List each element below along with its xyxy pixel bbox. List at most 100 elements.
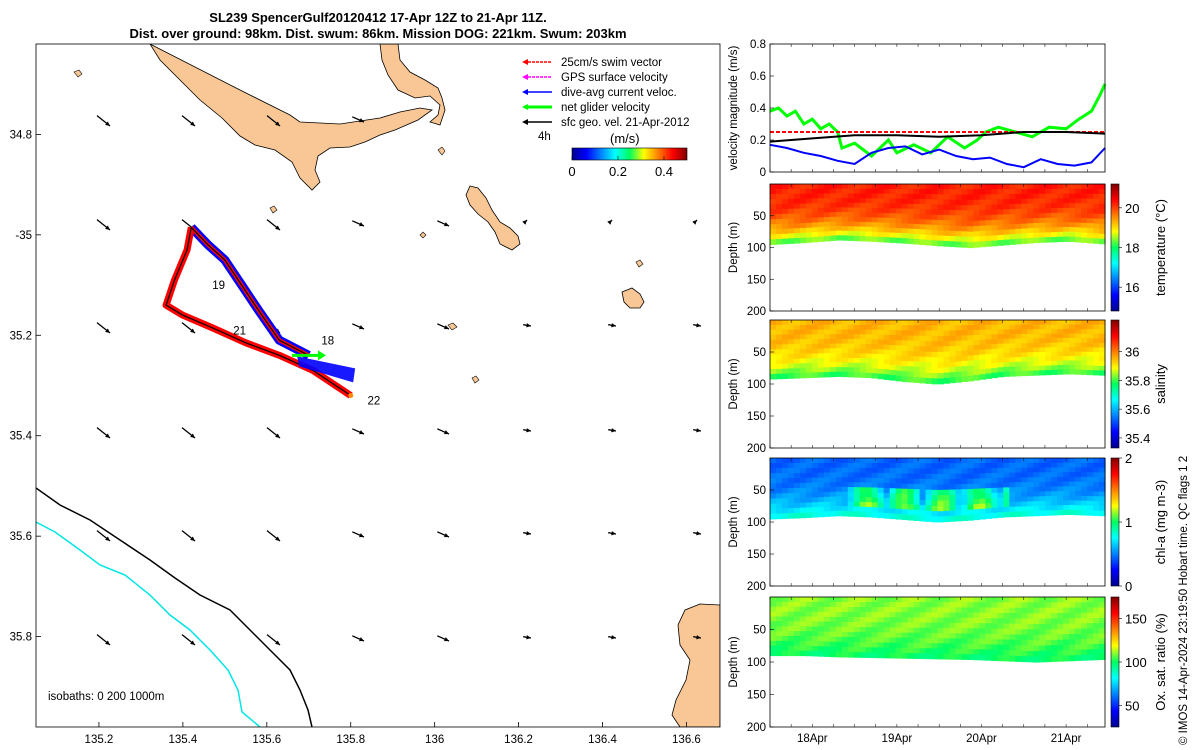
section-cell [967,330,974,336]
section-cell [1027,218,1034,224]
section-cell [1033,356,1040,362]
section-cell [1069,634,1076,640]
section-cell [1033,618,1040,625]
section-cell [991,472,998,479]
section-cell [1069,364,1076,370]
section-cell [913,478,921,485]
section-cell [1039,188,1046,195]
section-cell [829,348,837,354]
section-cell [961,350,969,357]
section-cell [991,363,998,369]
section-cell [871,602,879,608]
section-cell [1027,645,1034,652]
section-cell [823,338,831,345]
section-cell [781,626,789,632]
section-cell [979,329,986,336]
section-cell [931,351,939,358]
section-cell [841,641,849,648]
section-cell [985,240,992,247]
section-cell [1045,198,1052,204]
section-cell [991,597,998,603]
section-cell [1027,491,1034,498]
section-cell [913,648,921,654]
section-cell [823,357,831,364]
section-cell [1015,218,1022,225]
section-cell [781,508,789,514]
section-cell [997,487,1004,494]
section-cell [770,601,777,608]
section-cell [949,230,957,237]
section-cell [1039,356,1046,362]
section-cell [841,467,849,474]
section-cell [1063,655,1070,662]
section-cell [949,241,957,248]
section-cell [1033,613,1040,620]
section-cell [1033,208,1040,214]
section-cell [961,220,969,227]
section-cell [1009,497,1016,503]
section-cell [961,184,969,190]
section-cell [847,617,855,623]
section-cell [775,508,783,515]
section-cell [811,339,819,345]
section-cell [1003,477,1010,484]
section-cell [1075,365,1082,371]
section-cell [871,363,879,369]
section-cell [817,631,825,637]
section-cell [877,363,885,370]
section-cell [1051,491,1058,497]
section-cell [817,358,825,364]
section-cell [1093,467,1100,473]
section-cell [991,209,998,216]
legend-swatch-head [522,104,528,110]
section-cell [997,194,1004,200]
section-cell [859,320,867,326]
section-cell [1099,482,1106,488]
section-cell [997,623,1004,630]
section-cell [823,207,831,214]
section-cell [793,334,801,340]
section-cell [949,194,957,201]
section-cell [781,597,789,603]
section-cell [1009,189,1016,195]
section-cell [775,616,783,622]
speed-colorbar [571,147,688,161]
section-cell [925,199,933,205]
geo-velocity-arrowhead [526,531,531,536]
section-cell [985,508,992,514]
section-cell [895,513,903,520]
section-cell [1045,597,1052,603]
section-cell [865,358,873,364]
section-cell [770,626,777,632]
section-cell [877,324,885,331]
land-islet-3 [471,375,480,384]
section-cell [1015,223,1022,230]
section-cell [1057,623,1064,630]
geo-velocity-arrowhead [359,118,364,123]
section-cell [865,458,873,464]
section-cell [781,478,789,484]
section-cell [919,351,927,358]
section-cell [979,236,986,242]
section-cell [1057,369,1064,375]
section-cell [1003,338,1010,345]
section-cell [949,653,957,660]
map-x-tick-label: 136.2 [504,734,533,746]
section-cell [901,184,909,190]
section-cell [817,597,825,603]
section-cell [859,329,867,335]
section-cell [961,494,969,501]
section-cell [901,607,909,613]
section-cell [1033,329,1040,335]
section-cell [829,641,837,648]
section-cell [1063,184,1070,190]
section-cell [1063,342,1070,348]
section-cell [865,334,873,340]
section-cell [901,488,909,495]
section-cell [1021,491,1028,498]
section-cell [865,193,873,199]
section-cell [943,220,951,227]
section-cell [787,223,795,230]
section-cell [967,236,974,243]
section-cell [979,349,986,356]
